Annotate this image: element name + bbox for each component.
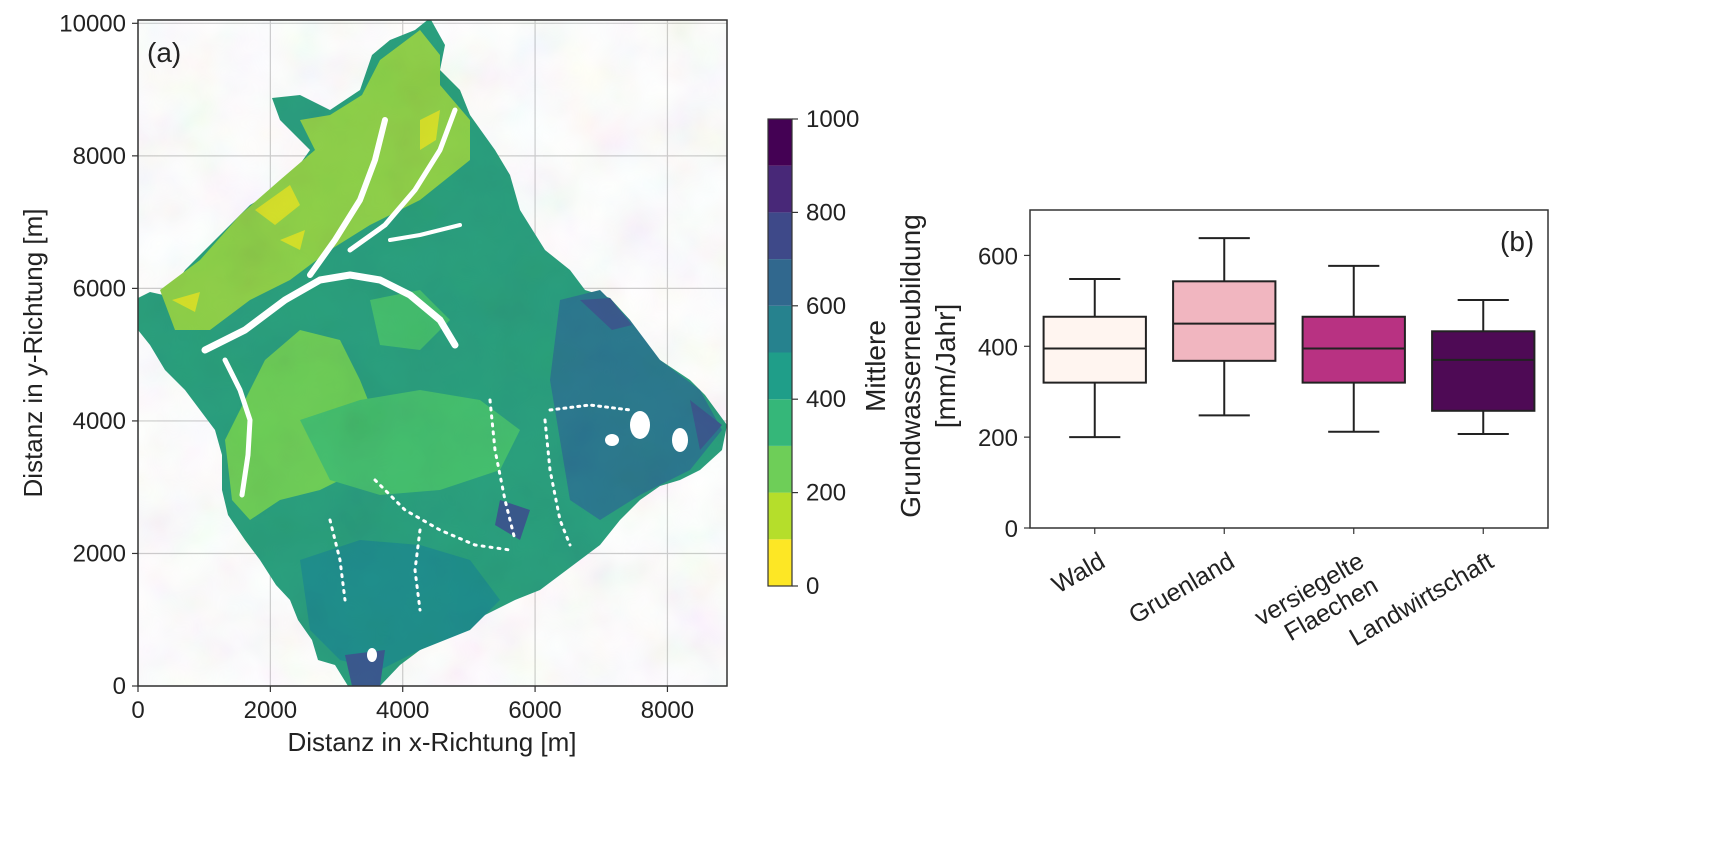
y-tick-label: 10000	[59, 10, 126, 37]
box-gruenland	[1172, 237, 1277, 417]
colorbar-label-line-1: Mittlere	[860, 320, 891, 412]
category-label-line: Gruenland	[1124, 547, 1239, 630]
river-north-2	[347, 107, 458, 253]
box-iqr	[1431, 330, 1536, 412]
colorbar-segment	[768, 539, 792, 586]
colorbar-segment	[768, 399, 792, 446]
colorbar-label-line-3: [mm/Jahr]	[930, 304, 961, 428]
map-panel: (a) 0 2000 4000 6000 8000 0 2000 4000 6000 8000 10…	[18, 10, 728, 757]
y-tick-label: 400	[978, 334, 1018, 361]
colorbar-segment	[768, 492, 792, 540]
recharge-map	[138, 20, 727, 686]
colorbar-tick-label: 0	[806, 573, 819, 600]
colorbar-segment	[768, 119, 792, 166]
colorbar-tick-label: 600	[806, 293, 846, 320]
y-tick-label: 200	[978, 425, 1018, 452]
hole	[672, 428, 688, 452]
river-dotted-5	[413, 528, 422, 612]
y-tick-label: 8000	[73, 143, 126, 170]
y-tick-label: 6000	[73, 275, 126, 302]
river-dotted-3	[543, 418, 572, 547]
river-north-1	[307, 117, 388, 278]
colorbar-tick-label: 1000	[806, 106, 859, 133]
panel-label-a: (a)	[147, 37, 181, 68]
colorbar-tick-label: 200	[806, 480, 846, 507]
box-wald	[1042, 278, 1147, 439]
box-iqr	[1042, 315, 1147, 384]
map-tick-labels: 0 2000 4000 6000 8000 0 2000 4000 6000 8000 10000	[59, 10, 694, 724]
hole	[630, 411, 650, 439]
x-tick-label: 0	[131, 697, 144, 724]
colorbar-tick-label: 800	[806, 199, 846, 226]
colorbar-segment	[768, 212, 792, 260]
river-dotted-1	[373, 478, 512, 552]
river-west-branch	[222, 357, 253, 498]
boxplot-boxes	[1042, 237, 1536, 439]
category-label: Gruenland	[1124, 547, 1239, 630]
holes	[367, 411, 688, 662]
colorbar-segments	[768, 119, 792, 586]
box-versiegelte-flaechen	[1301, 264, 1406, 433]
river-gaps	[201, 107, 632, 612]
map-frame	[137, 19, 728, 687]
colorbar-segment	[768, 445, 792, 493]
map-texture	[138, 20, 727, 686]
boxplot-category-labels: Wald Gruenland versiegelteFlaechenLandwirt…	[1047, 528, 1498, 652]
colorbar-segment	[768, 352, 792, 400]
box-iqr	[1301, 315, 1406, 384]
colorbar-segment	[768, 259, 792, 306]
colorbar-label-line-2: Grundwasserneubildung	[895, 214, 926, 518]
river-dotted-4	[328, 518, 347, 602]
colorbar: 0 200 400 600 800 1000 Mittlere Grundwasserne…	[767, 106, 961, 600]
y-tick-label: 600	[978, 243, 1018, 270]
panel-label-b: (b)	[1500, 226, 1534, 257]
y-tick-label: 2000	[73, 540, 126, 567]
box-landwirtschaft	[1431, 298, 1536, 435]
boxplot-tick-labels: 0 200 400 600	[978, 243, 1030, 543]
map-x-axis-label: Distanz in x-Richtung [m]	[288, 727, 577, 757]
y-tick-label: 0	[113, 673, 126, 700]
river-dotted-6	[548, 403, 632, 412]
category-label-line: Wald	[1047, 547, 1110, 599]
colorbar-segment	[768, 165, 792, 213]
colorbar-segment	[768, 305, 792, 353]
x-tick-label: 6000	[508, 697, 561, 724]
y-tick-label: 4000	[73, 408, 126, 435]
boxplot-frame	[1029, 209, 1549, 529]
x-tick-label: 4000	[376, 697, 429, 724]
river-north-3	[388, 223, 462, 242]
y-tick-label: 0	[1005, 516, 1018, 543]
colorbar-tick-labels: 0 200 400 600 800 1000	[792, 106, 859, 600]
x-tick-label: 8000	[641, 697, 694, 724]
hole	[605, 434, 619, 446]
x-tick-label: 2000	[244, 697, 297, 724]
colorbar-tick-label: 400	[806, 386, 846, 413]
box-iqr	[1172, 280, 1277, 362]
river-dotted-2	[488, 398, 517, 542]
map-y-axis-label: Distanz in y-Richtung [m]	[18, 209, 48, 498]
colorbar-label: Mittlere Grundwasserneubildung [mm/Jahr]	[860, 214, 961, 518]
category-label: Wald	[1047, 547, 1110, 599]
hole	[367, 648, 377, 662]
colorbar-frame	[767, 118, 793, 587]
river-main	[201, 271, 459, 354]
